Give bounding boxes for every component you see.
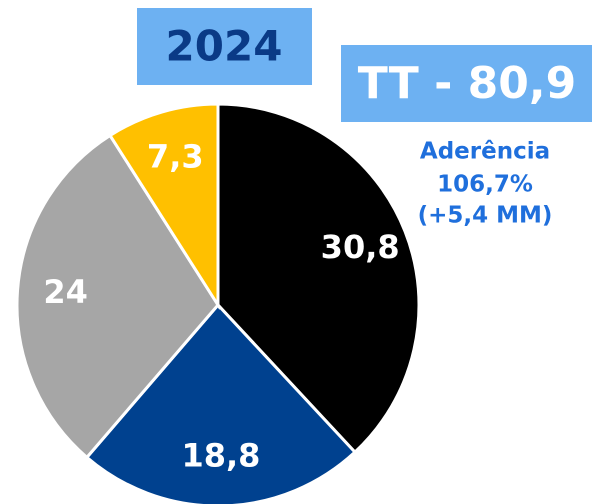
total-box: [341, 45, 592, 122]
pie-slice: [216, 102, 421, 455]
data-label: 18,8: [181, 437, 260, 475]
annotation: Aderência: [420, 139, 550, 165]
annotation: 106,7%: [437, 172, 533, 198]
total-label: TT - 80,9: [358, 58, 577, 109]
data-label: 24: [43, 273, 88, 311]
data-label: 30,8: [321, 228, 400, 266]
title-box: [137, 8, 312, 85]
annotation: (+5,4 MM): [418, 203, 553, 229]
pie-slice: [15, 133, 220, 460]
pie-slice: [107, 102, 220, 311]
chart-title: 2024: [166, 22, 283, 71]
data-label: 7,3: [147, 137, 204, 175]
pie-slice: [84, 302, 358, 504]
